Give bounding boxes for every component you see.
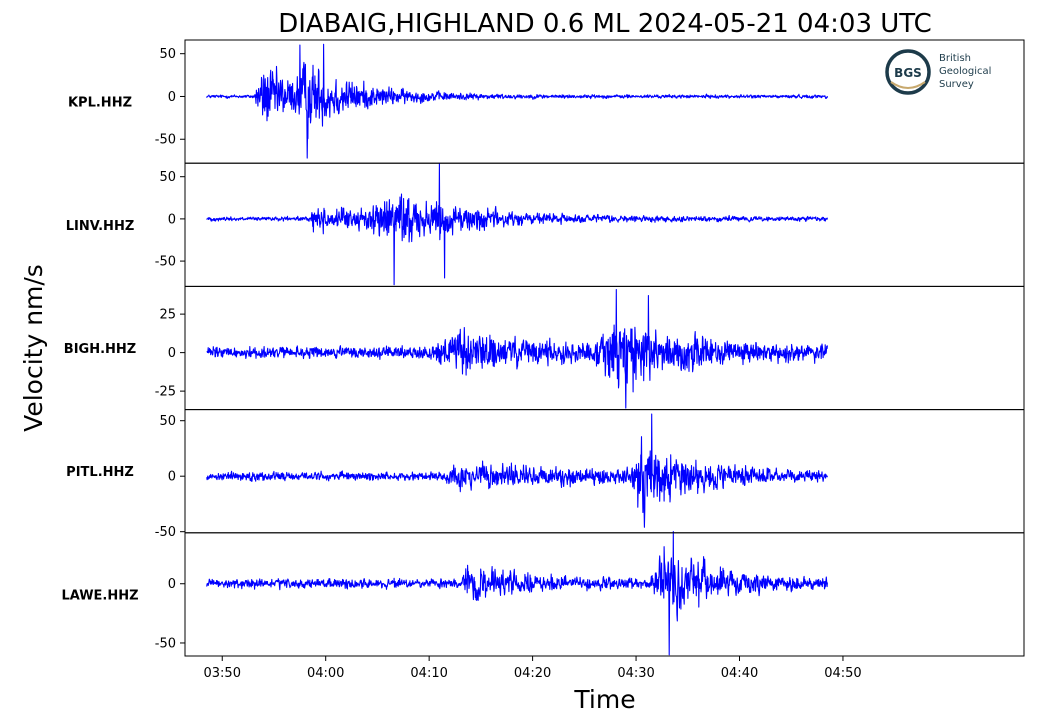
x-axis: 03:50 04:00 04:10 04:20 04:30 04:40 04:50 — [204, 656, 862, 681]
station-label: LINV.HHZ — [66, 219, 135, 234]
x-tick-label: 04:30 — [617, 666, 654, 681]
panel-bigh-hhz: 25 0 -25 BIGH.HHZ — [64, 285, 1025, 411]
y-tick-label: 25 — [159, 308, 176, 323]
x-tick-label: 04:00 — [307, 666, 344, 681]
panel-kpl-hhz: 50 0 -50 KPL.HHZ — [68, 39, 1025, 164]
y-tick-label: 0 — [168, 577, 176, 592]
y-tick-label: 0 — [168, 90, 176, 105]
bgs-logo: BGS British Geological Survey — [885, 49, 991, 95]
panel-linv-hhz: 50 0 -50 LINV.HHZ — [66, 162, 1025, 287]
y-axis-label: Velocity nm/s — [19, 264, 48, 432]
x-tick-label: 04:40 — [721, 666, 758, 681]
panel-frame — [184, 162, 1025, 287]
y-tick-label: 0 — [168, 470, 176, 485]
y-tick-label: 0 — [168, 212, 176, 227]
x-axis-label: Time — [573, 685, 635, 714]
logo-line-2: Geological — [939, 66, 991, 77]
trace-line-bigh-hhz — [206, 288, 828, 409]
trace-line-kpl-hhz — [206, 43, 828, 159]
station-label: KPL.HHZ — [68, 96, 132, 111]
logo-line-3: Survey — [939, 79, 974, 90]
trace-line-lawe-hhz — [206, 531, 828, 656]
y-tick-label: -50 — [155, 525, 176, 540]
panel-pitl-hhz: 50 0 -50 PITL.HHZ — [66, 409, 1025, 540]
y-tick-label: 50 — [159, 47, 176, 62]
station-label: PITL.HHZ — [66, 465, 134, 480]
y-tick-label: -50 — [155, 255, 176, 270]
logo-abbr: BGS — [894, 66, 922, 80]
panel-frame — [184, 532, 1025, 657]
logo-line-1: British — [939, 53, 971, 64]
panel-lawe-hhz: 0 -50 LAWE.HHZ — [61, 531, 1025, 657]
x-tick-label: 04:10 — [410, 666, 447, 681]
x-tick-label: 04:20 — [514, 666, 551, 681]
logo-ring-shape — [885, 49, 931, 95]
x-tick-label: 03:50 — [204, 666, 241, 681]
station-label: BIGH.HHZ — [64, 342, 136, 357]
chart-title: DIABAIG,HIGHLAND 0.6 ML 2024-05-21 04:03… — [278, 9, 932, 39]
y-tick-label: -25 — [155, 385, 176, 400]
y-tick-label: -50 — [155, 133, 176, 148]
y-tick-label: -50 — [155, 636, 176, 651]
y-tick-label: 50 — [159, 170, 176, 185]
panel-frame — [184, 409, 1025, 534]
panels-group: 50 0 -50 KPL.HHZ 50 0 -50 LINV.HHZ 25 0 -25 BIGH.HH… — [61, 39, 1025, 657]
y-tick-label: 50 — [159, 414, 176, 429]
logo-accent-arc — [890, 81, 926, 89]
x-tick-label: 04:50 — [824, 666, 861, 681]
station-label: LAWE.HHZ — [61, 588, 138, 603]
y-tick-label: 0 — [168, 346, 176, 361]
trace-line-pitl-hhz — [206, 413, 828, 528]
trace-line-linv-hhz — [206, 162, 828, 286]
